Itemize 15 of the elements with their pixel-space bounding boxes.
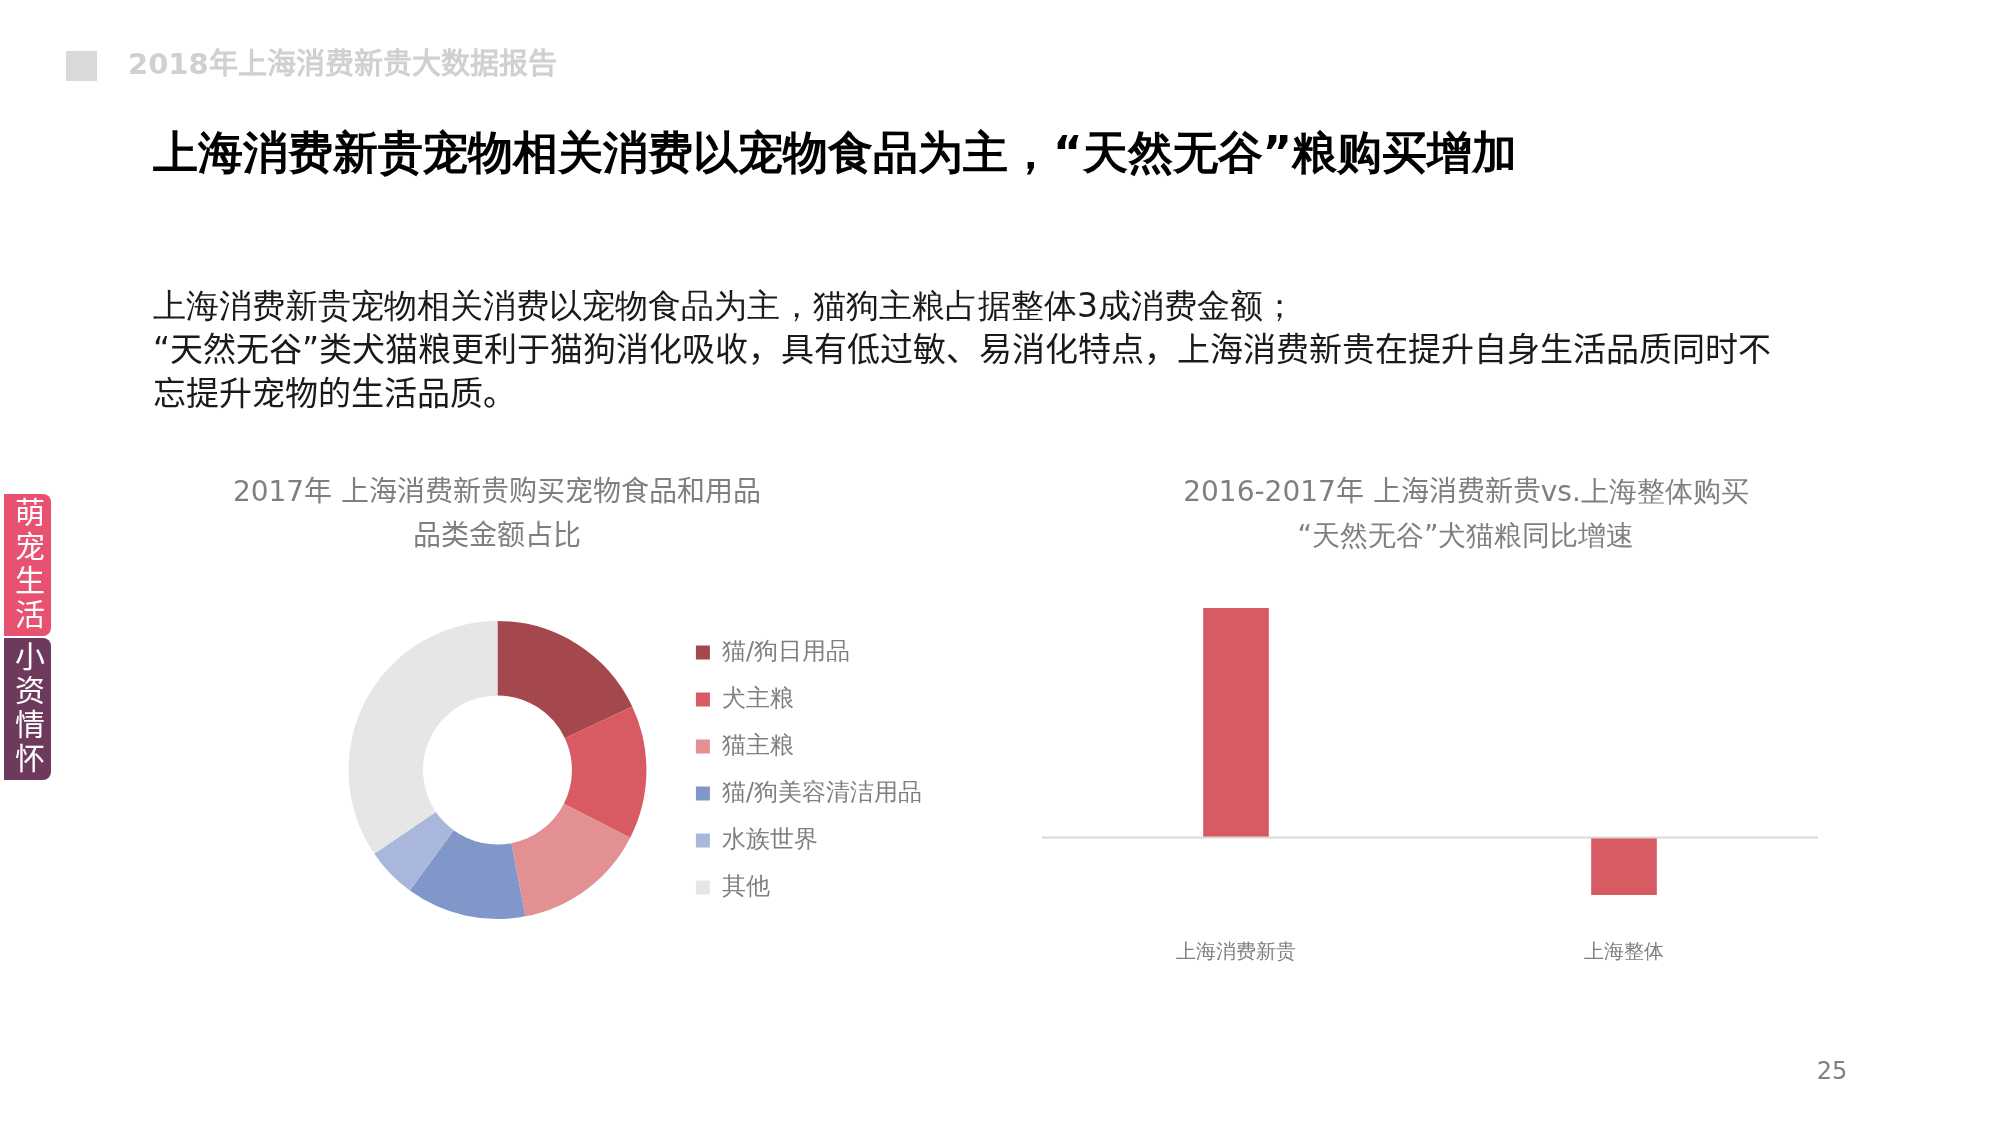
legend-label: 犬主粮 bbox=[721, 683, 794, 712]
legend-label: 猫主粮 bbox=[721, 730, 794, 759]
legend-label: 猫/狗美容清洁用品 bbox=[721, 777, 923, 806]
text: 上海消费新贵宠物相关消费以宠物食品为主，猫狗主粮占据整体3成消费金额； “天然无谷”类犬猫粮更利于猫狗消化吸收，具有低过敏、易消化特点，上海消费新贵在提升自身生活品质同时不忘提升宠物的生活品质。 bbox=[153, 285, 1773, 415]
text: 25 bbox=[1815, 1056, 1849, 1086]
x-tick-label: 上海整体 bbox=[1584, 939, 1664, 964]
text: 上海消费新贵宠物相关消费以宠物食品为主，“天然无谷”粮购买增加 bbox=[153, 125, 1518, 181]
legend-label: 水族世界 bbox=[721, 824, 818, 853]
legend-label: 其他 bbox=[721, 871, 770, 900]
legend-label: 猫/狗日用品 bbox=[721, 636, 851, 665]
chart-title: 2017年 上海消费新贵购买宠物食品和用品品类金额占比 bbox=[231, 474, 763, 554]
x-tick-label: 上海消费新贵 bbox=[1176, 939, 1296, 964]
chart-title: 2016-2017年 上海消费新贵vs.上海整体购买“天然无谷”犬猫粮同比增速 bbox=[1183, 474, 1749, 554]
side-tab: 萌宠生活 bbox=[4, 494, 51, 636]
side-tab: 小资情怀 bbox=[4, 638, 51, 780]
